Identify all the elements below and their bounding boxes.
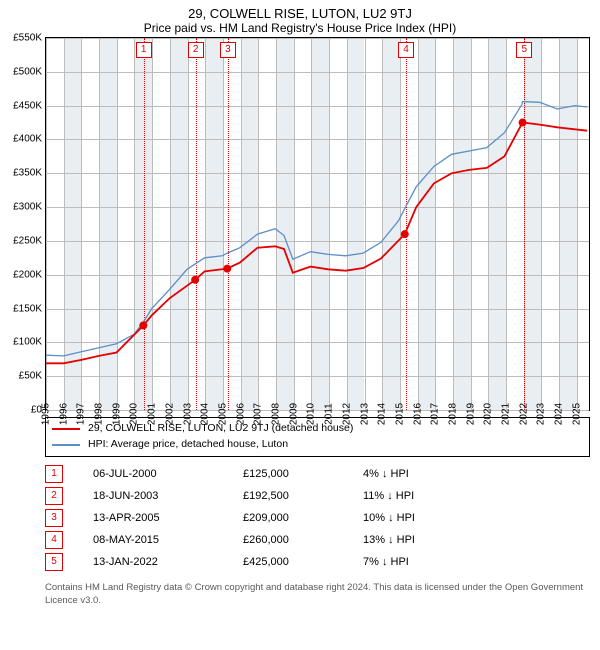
- txn-price: £192,500: [243, 490, 363, 502]
- txn-date: 06-JUL-2000: [93, 468, 243, 480]
- txn-price: £209,000: [243, 512, 363, 524]
- txn-diff: 11% ↓ HPI: [363, 490, 483, 502]
- txn-date: 18-JUN-2003: [93, 490, 243, 502]
- txn-diff: 7% ↓ HPI: [363, 556, 483, 568]
- series-line: [46, 123, 587, 364]
- y-axis-label: £400K: [13, 134, 42, 145]
- table-row: 3 13-APR-2005£209,00010% ↓ HPI: [45, 507, 590, 529]
- legend-label: HPI: Average price, detached house, Luto…: [88, 437, 288, 453]
- y-axis-label: £350K: [13, 168, 42, 179]
- legend-row: HPI: Average price, detached house, Luto…: [52, 437, 583, 453]
- transaction-marker: [401, 230, 409, 238]
- transaction-marker: [191, 276, 199, 284]
- y-axis-label: £450K: [13, 100, 42, 111]
- legend-swatch: [52, 444, 80, 446]
- page-title: 29, COLWELL RISE, LUTON, LU2 9TJ: [0, 0, 600, 21]
- y-axis-label: £50K: [19, 371, 42, 382]
- txn-price: £125,000: [243, 468, 363, 480]
- y-axis-label: £100K: [13, 337, 42, 348]
- txn-date: 13-JAN-2022: [93, 556, 243, 568]
- chart-lines: [46, 38, 589, 410]
- table-row: 1 06-JUL-2000£125,0004% ↓ HPI: [45, 463, 590, 485]
- transactions-table: 1 06-JUL-2000£125,0004% ↓ HPI 2 18-JUN-2003…: [45, 463, 590, 573]
- transaction-marker: [223, 265, 231, 273]
- licence-footer: Contains HM Land Registry data © Crown c…: [45, 581, 590, 608]
- txn-date: 08-MAY-2015: [93, 534, 243, 546]
- txn-price: £425,000: [243, 556, 363, 568]
- table-row: 2 18-JUN-2003£192,50011% ↓ HPI: [45, 485, 590, 507]
- y-axis-label: £300K: [13, 202, 42, 213]
- y-axis-label: £250K: [13, 235, 42, 246]
- txn-index: 1: [45, 465, 63, 483]
- price-hpi-chart: £0£50K£100K£150K£200K£250K£300K£350K£400…: [45, 37, 590, 411]
- transaction-marker: [139, 321, 147, 329]
- txn-diff: 13% ↓ HPI: [363, 534, 483, 546]
- legend-swatch: [52, 428, 80, 430]
- y-axis-label: £500K: [13, 66, 42, 77]
- txn-price: £260,000: [243, 534, 363, 546]
- page-subtitle: Price paid vs. HM Land Registry's House …: [0, 21, 600, 37]
- txn-index: 3: [45, 509, 63, 527]
- table-row: 5 13-JAN-2022£425,0007% ↓ HPI: [45, 551, 590, 573]
- txn-diff: 4% ↓ HPI: [363, 468, 483, 480]
- y-axis-label: £150K: [13, 303, 42, 314]
- txn-index: 4: [45, 531, 63, 549]
- txn-index: 5: [45, 553, 63, 571]
- series-line: [46, 102, 587, 356]
- y-axis-label: £550K: [13, 33, 42, 44]
- table-row: 4 08-MAY-2015£260,00013% ↓ HPI: [45, 529, 590, 551]
- txn-diff: 10% ↓ HPI: [363, 512, 483, 524]
- y-axis-label: £200K: [13, 269, 42, 280]
- txn-date: 13-APR-2005: [93, 512, 243, 524]
- transaction-marker: [519, 119, 527, 127]
- txn-index: 2: [45, 487, 63, 505]
